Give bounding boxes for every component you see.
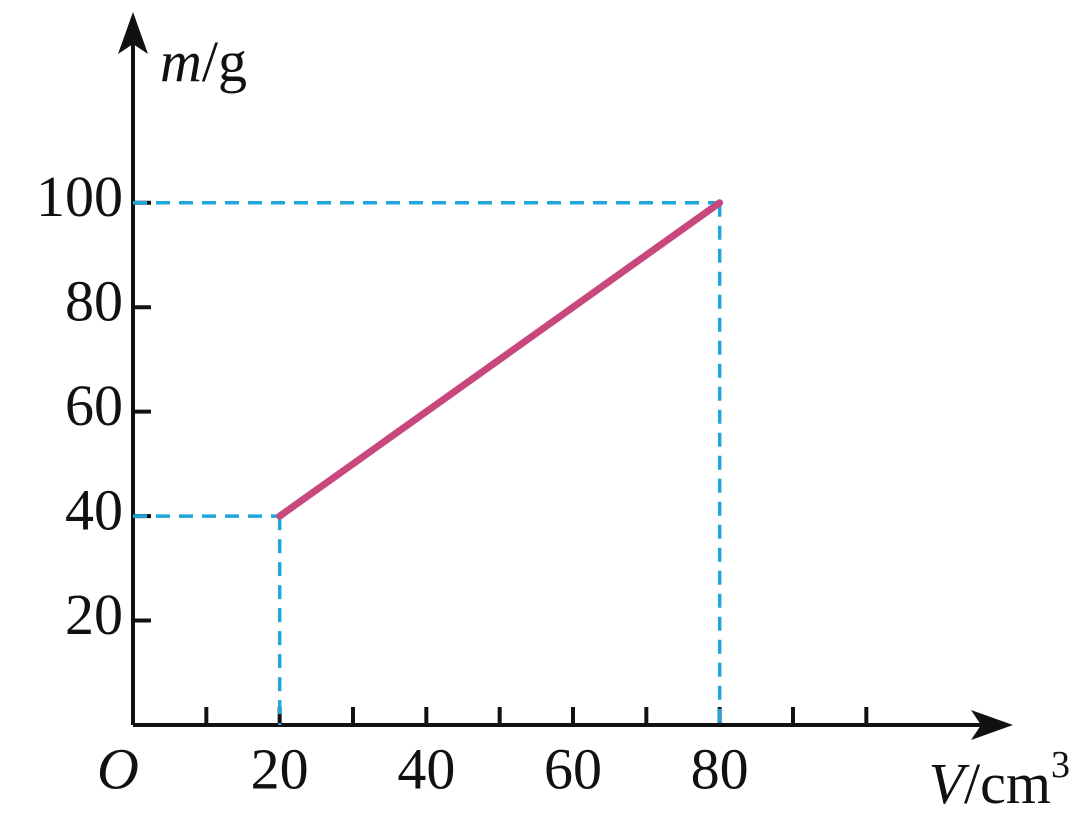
y-tick-label: 60: [65, 373, 123, 438]
y-tick-label: 100: [36, 164, 123, 229]
x-label-exp: 3: [1051, 744, 1070, 786]
y-axis-label: m/g: [160, 29, 247, 94]
y-tick-label: 20: [65, 582, 123, 647]
x-tick-label: 20: [251, 736, 309, 801]
y-axis-arrow: [118, 12, 148, 54]
y-tick-label: 80: [65, 269, 123, 334]
x-axis-label: V/cm3: [929, 744, 1070, 817]
x-label-unit: /cm: [964, 751, 1051, 816]
x-tick-label: 80: [691, 736, 749, 801]
origin-label: O: [97, 736, 139, 801]
data-line: [276, 199, 724, 520]
x-axis-arrow: [971, 710, 1013, 740]
x-tick-label: 60: [544, 736, 602, 801]
x-tick-label: 40: [397, 736, 455, 801]
y-label-unit: /g: [202, 29, 247, 94]
y-label-var: m: [160, 29, 202, 94]
y-tick-label: 40: [65, 477, 123, 542]
x-label-var: V: [929, 751, 971, 816]
